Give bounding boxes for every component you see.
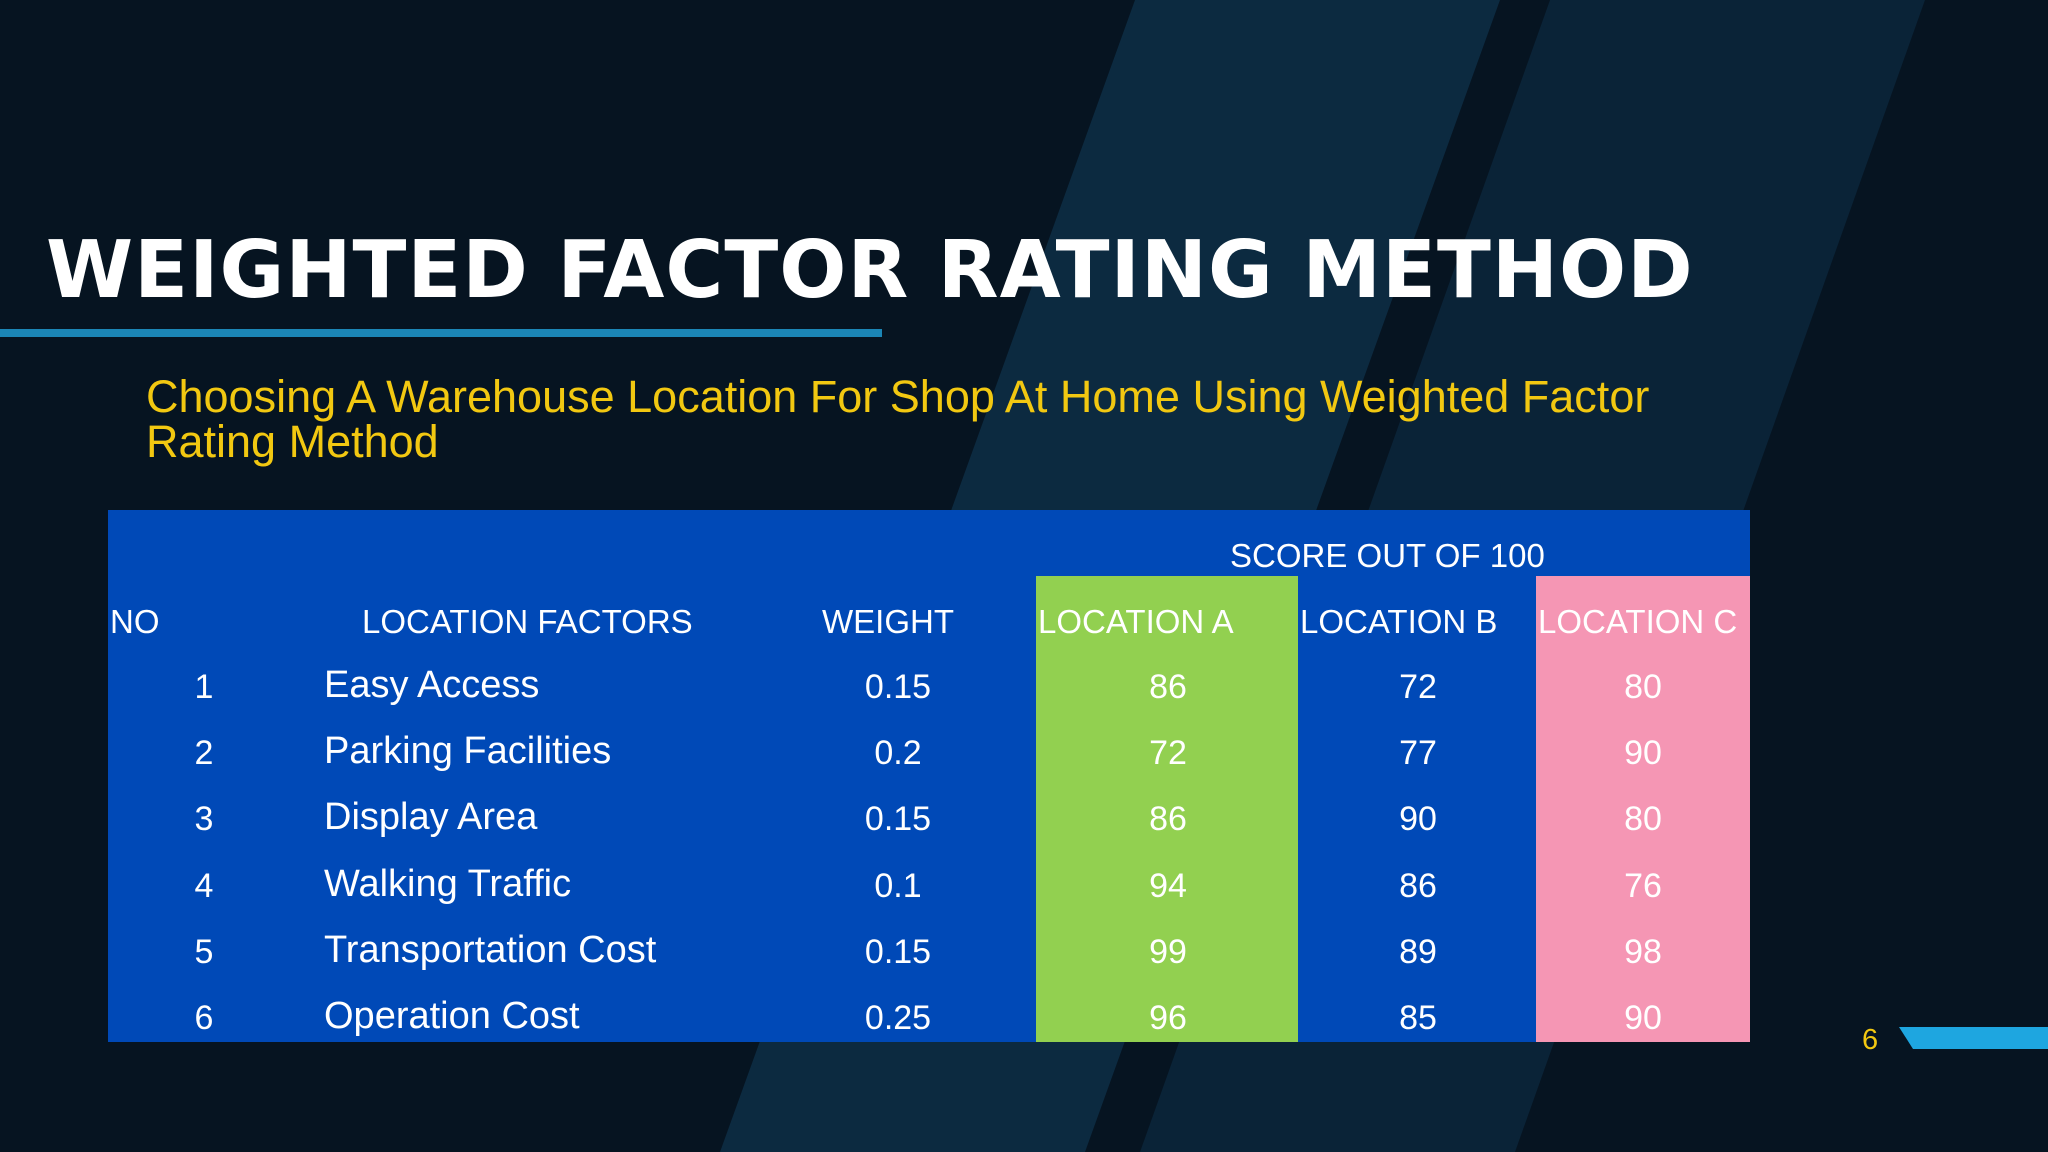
location-c-column-highlight — [1536, 576, 1750, 1042]
row-2-weight: 0.2 — [874, 734, 922, 772]
row-6-weight: 0.25 — [864, 999, 932, 1037]
header-location-factors: LOCATION FACTORS — [362, 603, 693, 640]
row-2-factor: Parking Facilities — [324, 730, 612, 772]
row-1-location-b: 72 — [1399, 668, 1437, 706]
row-3-location-a: 86 — [1149, 800, 1187, 838]
row-6-no: 6 — [194, 999, 214, 1037]
row-6-location-a: 96 — [1149, 999, 1187, 1037]
row-5-location-b: 89 — [1399, 933, 1437, 971]
row-6-location-b: 85 — [1399, 999, 1437, 1037]
slide-title: WEIGHTED FACTOR RATING METHOD — [46, 224, 1694, 316]
score-table: SCORE OUT OF 100 NO LOCATION FACTORS WEI… — [108, 510, 1750, 1042]
row-2-location-c: 90 — [1624, 734, 1662, 772]
row-1-no: 1 — [194, 668, 214, 706]
row-3-no: 3 — [194, 800, 214, 838]
header-location-b: LOCATION B — [1300, 603, 1498, 640]
row-1-location-a: 86 — [1149, 668, 1187, 706]
row-4-location-b: 86 — [1399, 867, 1437, 905]
row-3-factor: Display Area — [324, 796, 538, 838]
row-6-factor: Operation Cost — [324, 995, 580, 1037]
row-4-location-a: 94 — [1149, 867, 1187, 905]
row-1-factor: Easy Access — [324, 664, 540, 706]
row-6-location-c: 90 — [1624, 999, 1662, 1037]
header-weight: WEIGHT — [822, 603, 954, 640]
row-5-location-c: 98 — [1624, 933, 1662, 971]
row-3-location-c: 80 — [1624, 800, 1662, 838]
row-4-factor: Walking Traffic — [324, 863, 572, 905]
score-group-header: SCORE OUT OF 100 — [1230, 537, 1545, 574]
row-3-weight: 0.15 — [864, 800, 932, 838]
header-location-c: LOCATION C — [1538, 603, 1738, 640]
row-5-factor: Transportation Cost — [324, 929, 657, 971]
header-no: NO — [110, 603, 160, 640]
page-number: 6 — [1862, 1024, 1879, 1056]
row-2-location-b: 77 — [1399, 734, 1437, 772]
row-2-no: 2 — [194, 734, 214, 772]
title-underline — [0, 329, 882, 337]
header-location-a: LOCATION A — [1038, 603, 1234, 640]
row-1-weight: 0.15 — [864, 668, 932, 706]
row-5-location-a: 99 — [1149, 933, 1187, 971]
row-5-weight: 0.15 — [864, 933, 932, 971]
row-3-location-b: 90 — [1399, 800, 1437, 838]
row-4-no: 4 — [194, 867, 214, 905]
row-2-location-a: 72 — [1149, 734, 1187, 772]
row-5-no: 5 — [194, 933, 214, 971]
slide-subtitle: Choosing A Warehouse Location For Shop A… — [146, 371, 1650, 467]
row-1-location-c: 80 — [1624, 668, 1662, 706]
row-4-weight: 0.1 — [874, 867, 922, 905]
row-4-location-c: 76 — [1624, 867, 1662, 905]
location-a-column-highlight — [1036, 576, 1298, 1042]
